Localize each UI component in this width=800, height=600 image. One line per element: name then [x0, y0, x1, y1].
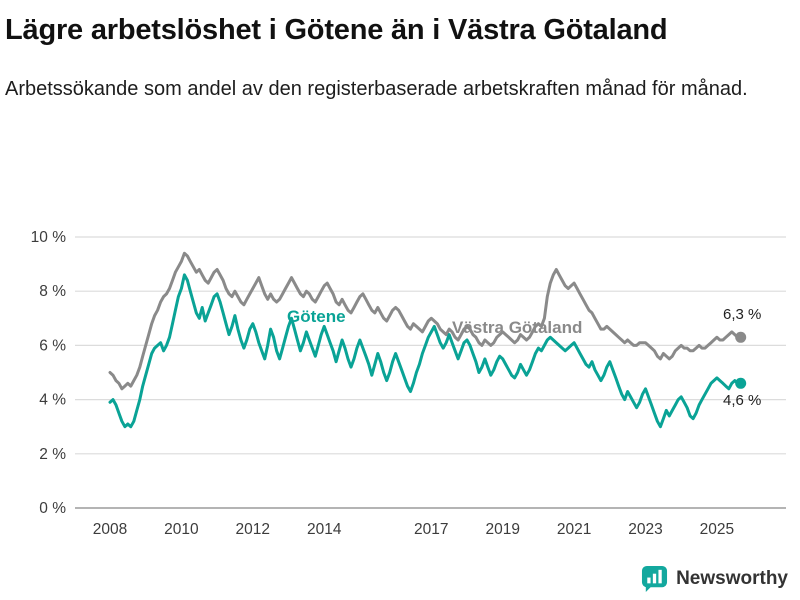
svg-text:2008: 2008 — [93, 521, 127, 538]
newsworthy-icon — [642, 565, 668, 593]
series-label-gotene: Götene — [287, 307, 346, 326]
svg-text:8 %: 8 % — [39, 283, 66, 300]
svg-text:2017: 2017 — [414, 521, 448, 538]
svg-text:2023: 2023 — [628, 521, 662, 538]
chart-subtitle: Arbetssökande som andel av den registerb… — [5, 77, 748, 100]
svg-text:2021: 2021 — [557, 521, 591, 538]
svg-text:6 %: 6 % — [39, 337, 66, 354]
svg-text:2012: 2012 — [236, 521, 270, 538]
svg-text:4 %: 4 % — [39, 392, 66, 409]
svg-text:2010: 2010 — [164, 521, 199, 538]
svg-text:2025: 2025 — [700, 521, 734, 538]
series-label-vastra-gotaland: Västra Götaland — [452, 318, 583, 337]
newsworthy-wordmark: Newsworthy — [676, 568, 788, 589]
svg-text:0 %: 0 % — [39, 500, 66, 517]
svg-text:2014: 2014 — [307, 521, 342, 538]
newsworthy-logo: Newsworthy — [641, 565, 788, 593]
svg-text:2019: 2019 — [485, 521, 519, 538]
svg-text:10 %: 10 % — [31, 229, 67, 246]
end-value-label-gotene: 4,6 % — [723, 392, 762, 409]
chart-title: Lägre arbetslöshet i Götene än i Västra … — [5, 14, 668, 46]
end-value-label-vastra-gotaland: 6,3 % — [723, 306, 762, 323]
svg-text:2 %: 2 % — [39, 446, 66, 463]
